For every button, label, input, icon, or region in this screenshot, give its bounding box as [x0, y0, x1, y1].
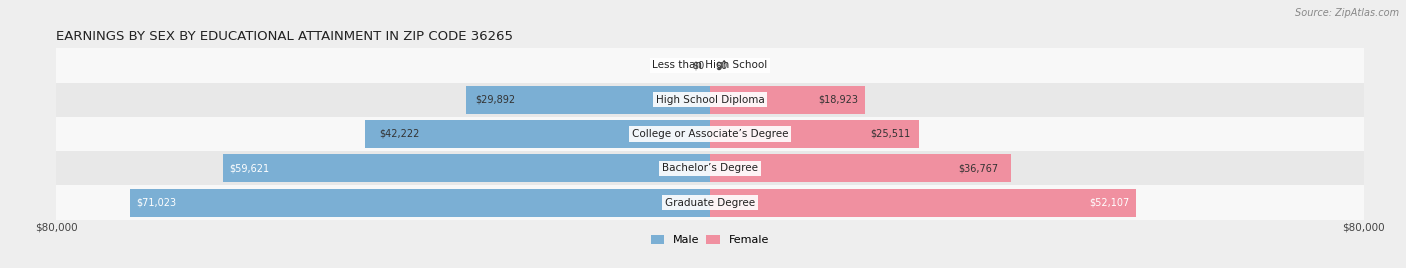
Text: Graduate Degree: Graduate Degree [665, 198, 755, 208]
Text: $52,107: $52,107 [1090, 198, 1129, 208]
Text: $59,621: $59,621 [229, 163, 270, 173]
Text: $29,892: $29,892 [475, 95, 516, 105]
Text: High School Diploma: High School Diploma [655, 95, 765, 105]
Bar [465, 86, 710, 114]
Text: $36,767: $36,767 [959, 163, 998, 173]
Text: $18,923: $18,923 [818, 95, 859, 105]
Text: $42,222: $42,222 [378, 129, 419, 139]
Bar [56, 48, 1364, 83]
Bar [129, 189, 710, 217]
Bar [56, 185, 1364, 220]
Legend: Male, Female: Male, Female [651, 234, 769, 245]
Text: EARNINGS BY SEX BY EDUCATIONAL ATTAINMENT IN ZIP CODE 36265: EARNINGS BY SEX BY EDUCATIONAL ATTAINMEN… [56, 30, 513, 43]
Bar [56, 117, 1364, 151]
Text: Bachelor’s Degree: Bachelor’s Degree [662, 163, 758, 173]
Text: $71,023: $71,023 [136, 198, 176, 208]
Text: Less than High School: Less than High School [652, 60, 768, 70]
Bar [710, 86, 865, 114]
Bar [56, 151, 1364, 185]
Text: $25,511: $25,511 [870, 129, 910, 139]
Text: College or Associate’s Degree: College or Associate’s Degree [631, 129, 789, 139]
Bar [710, 154, 1011, 182]
Bar [710, 189, 1136, 217]
Text: $0: $0 [716, 60, 727, 70]
Bar [710, 120, 918, 148]
Bar [222, 154, 710, 182]
Bar [366, 120, 710, 148]
Bar [56, 83, 1364, 117]
Text: $0: $0 [693, 60, 704, 70]
Text: Source: ZipAtlas.com: Source: ZipAtlas.com [1295, 8, 1399, 18]
